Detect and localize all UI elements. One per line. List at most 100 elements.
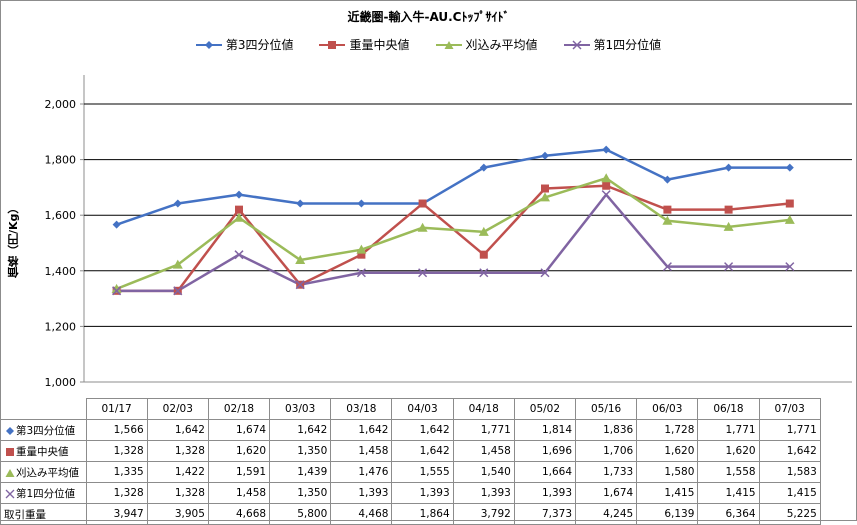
table-row-label: 取引重量 bbox=[0, 503, 87, 525]
data-point-s3-2 bbox=[234, 250, 244, 260]
table-cell: 1,864 bbox=[391, 503, 454, 525]
legend-label-q1: 第1四分位値 bbox=[593, 38, 662, 52]
table-cell: 1,674 bbox=[207, 419, 271, 441]
table-row: 第1四分位値 1,328 1,328 1,458 1,350 1,393 1,393 1,39… bbox=[0, 482, 821, 504]
data-table: 01/17 02/03 02/18 03/03 03/18 04/03 04/18 05/02… bbox=[0, 398, 821, 525]
legend-item-q3: 第3四分位値 bbox=[195, 36, 294, 53]
table-cell: 6,139 bbox=[636, 503, 699, 525]
plot-area: 1,000 1,200 1,400 1,600 1,800 2,000 bbox=[45, 75, 852, 389]
data-point-s1-7 bbox=[541, 184, 549, 193]
table-header-8: 05/16 bbox=[574, 398, 638, 420]
table-cell: 6,364 bbox=[697, 503, 760, 525]
table-cell: 1,558 bbox=[697, 461, 760, 483]
table-cell: 1,706 bbox=[574, 440, 638, 462]
series-line-0 bbox=[116, 148, 790, 226]
table-header-5: 04/03 bbox=[391, 398, 454, 420]
table-cell: 1,733 bbox=[574, 461, 638, 483]
table-header-9: 06/03 bbox=[636, 398, 699, 420]
data-point-s2-10 bbox=[723, 221, 734, 231]
data-point-s3-10 bbox=[724, 262, 734, 272]
data-point-s0-4 bbox=[357, 199, 366, 208]
data-point-s3-9 bbox=[662, 262, 672, 272]
legend-item-q1: 第1四分位値 bbox=[563, 36, 662, 53]
table-cell: 4,468 bbox=[330, 503, 393, 525]
data-point-s1-11 bbox=[785, 199, 794, 208]
table-cell: 1,696 bbox=[513, 440, 577, 462]
data-point-s3-0 bbox=[112, 286, 122, 296]
data-point-s1-8 bbox=[602, 181, 611, 190]
table-cell: 1,350 bbox=[269, 440, 332, 462]
table-cell: 1,540 bbox=[452, 461, 515, 483]
table-header-10: 06/18 bbox=[697, 398, 760, 420]
table-cell: 1,328 bbox=[85, 440, 148, 462]
data-point-s0-11 bbox=[785, 163, 794, 172]
y-tick-label: 1,800 bbox=[45, 154, 77, 167]
table-cell: 1,674 bbox=[574, 482, 638, 504]
table-header-0: 01/17 bbox=[85, 398, 148, 420]
table-cell: 3,905 bbox=[146, 503, 209, 525]
data-point-s2-1 bbox=[172, 259, 183, 269]
data-point-s3-11 bbox=[785, 262, 795, 272]
table-cell: 7,373 bbox=[513, 503, 577, 525]
table-cell: 1,642 bbox=[146, 419, 209, 441]
table-cell: 1,415 bbox=[697, 482, 760, 504]
data-point-s2-8 bbox=[601, 173, 612, 183]
data-point-s3-1 bbox=[173, 286, 183, 296]
table-cell: 1,642 bbox=[758, 440, 821, 462]
legend-label-q3: 第3四分位値 bbox=[225, 38, 294, 52]
data-point-s2-9 bbox=[662, 215, 673, 225]
series-line-1 bbox=[116, 184, 790, 293]
data-point-s2-7 bbox=[540, 192, 550, 202]
data-point-s0-3 bbox=[296, 199, 305, 208]
table-cell: 1,350 bbox=[269, 482, 332, 504]
table-cell: 1,458 bbox=[207, 482, 271, 504]
table-header-3: 03/03 bbox=[269, 398, 332, 420]
table-cell: 1,393 bbox=[391, 482, 454, 504]
table-header-row: 01/17 02/03 02/18 03/03 03/18 04/03 04/18 05/02… bbox=[0, 398, 821, 420]
data-point-s0-1 bbox=[173, 199, 182, 208]
table-cell: 1,771 bbox=[758, 419, 821, 441]
series-markers bbox=[111, 145, 795, 296]
table-cell: 1,620 bbox=[697, 440, 760, 462]
data-point-s3-7 bbox=[540, 268, 550, 278]
table-cell: 1,415 bbox=[758, 482, 821, 504]
table-cell: 1,620 bbox=[636, 440, 699, 462]
y-tick-label: 1,200 bbox=[45, 320, 77, 333]
table-cell: 1,476 bbox=[330, 461, 393, 483]
data-point-s0-2 bbox=[235, 190, 243, 199]
table-cell: 1,620 bbox=[207, 440, 271, 462]
table-cell: 1,642 bbox=[391, 419, 454, 441]
data-point-s3-6 bbox=[479, 268, 489, 278]
table-header-11: 07/03 bbox=[758, 398, 821, 420]
table-row: 取引重量 3,947 3,905 4,668 5,800 4,468 1,864 3,792 7… bbox=[0, 503, 821, 525]
legend-item-trimmed-mean: 刈込み平均値 bbox=[435, 36, 538, 53]
table-cell: 1,393 bbox=[513, 482, 577, 504]
table-cell: 3,792 bbox=[452, 503, 515, 525]
data-point-s1-5 bbox=[418, 199, 427, 208]
data-point-s2-0 bbox=[111, 283, 122, 293]
table-row: 重量中央値 1,328 1,328 1,620 1,350 1,458 1,642 1,458… bbox=[0, 440, 821, 462]
data-point-s2-6 bbox=[478, 226, 489, 236]
data-point-s3-8 bbox=[601, 190, 611, 200]
table-cell: 1,458 bbox=[330, 440, 393, 462]
table-row: 刈込み平均値 1,335 1,422 1,591 1,439 1,476 1,555 1,54… bbox=[0, 461, 821, 483]
table-header-1: 02/03 bbox=[146, 398, 209, 420]
table-cell: 1,328 bbox=[85, 482, 148, 504]
data-point-s0-10 bbox=[724, 163, 733, 172]
table-cell: 1,415 bbox=[636, 482, 699, 504]
table-cell: 1,583 bbox=[758, 461, 821, 483]
data-point-s2-2 bbox=[234, 212, 244, 222]
table-cell: 1,439 bbox=[269, 461, 332, 483]
data-point-s0-0 bbox=[112, 220, 121, 229]
data-point-s0-8 bbox=[602, 145, 611, 154]
table-cell: 1,422 bbox=[146, 461, 209, 483]
data-point-s1-10 bbox=[724, 205, 733, 214]
legend-label-trimmed-mean: 刈込み平均値 bbox=[465, 38, 538, 52]
table-cell: 1,328 bbox=[146, 440, 209, 462]
data-point-s0-6 bbox=[479, 163, 488, 172]
table-cell: 1,393 bbox=[452, 482, 515, 504]
table-header-2: 02/18 bbox=[207, 398, 271, 420]
table-cell: 1,458 bbox=[452, 440, 515, 462]
data-point-s3-5 bbox=[418, 268, 428, 278]
table-cell: 5,225 bbox=[758, 503, 821, 525]
